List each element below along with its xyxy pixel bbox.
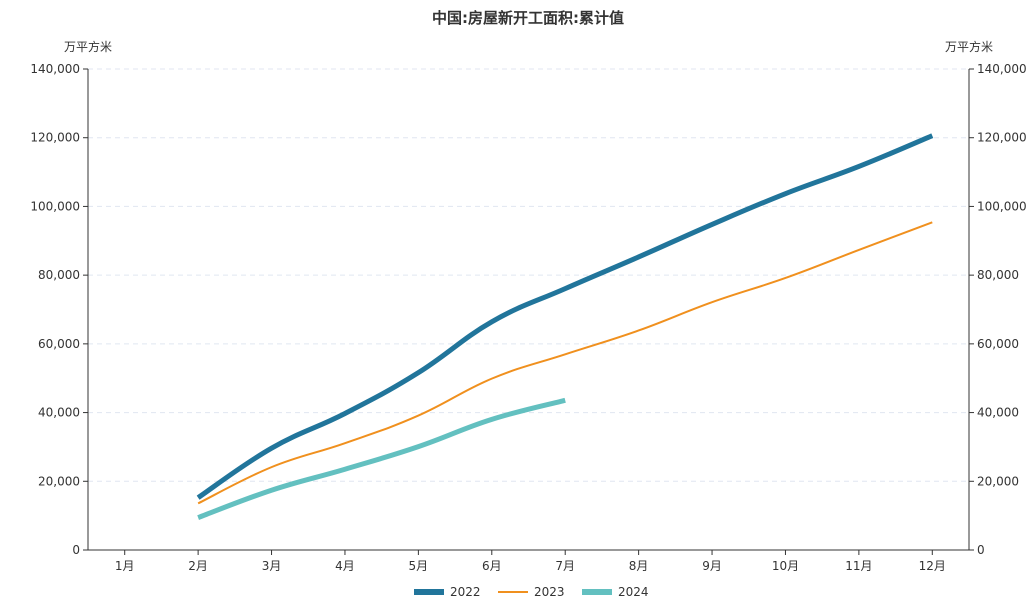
y-tick-label-left: 40,000 xyxy=(38,406,80,420)
legend-swatch xyxy=(582,589,612,595)
x-tick-label: 8月 xyxy=(629,559,649,573)
x-tick-label: 9月 xyxy=(702,559,722,573)
x-tick-label: 3月 xyxy=(262,559,282,573)
legend[interactable]: 2022 2023 2024 xyxy=(414,585,649,599)
y-tick-label-right: 20,000 xyxy=(977,474,1019,488)
y-tick-label-left: 100,000 xyxy=(30,199,80,213)
axes: 0 0 20,000 20,000 40,000 40,000 60,000 60,000 80… xyxy=(30,62,1026,573)
x-tick-label: 10月 xyxy=(772,559,799,573)
series-line-2022 xyxy=(196,133,934,500)
y-tick-label-left: 60,000 xyxy=(38,337,80,351)
series-line-2024 xyxy=(197,397,566,520)
grid-lines xyxy=(88,68,969,482)
y-tick-label-left: 120,000 xyxy=(30,131,80,145)
x-tick-label: 7月 xyxy=(555,559,575,573)
legend-label: 2023 xyxy=(534,585,565,599)
y-tick-label-left: 140,000 xyxy=(30,62,80,76)
legend-label: 2024 xyxy=(618,585,649,599)
y-tick-label-right: 0 xyxy=(977,543,985,557)
chart-title: 中国:房屋新开工面积:累计值 xyxy=(432,9,624,27)
x-tick-label: 5月 xyxy=(409,559,429,573)
y-tick-label-left: 0 xyxy=(72,543,80,557)
series-line-2023 xyxy=(197,221,933,505)
legend-swatch xyxy=(498,591,528,593)
y-tick-label-left: 80,000 xyxy=(38,268,80,282)
x-tick-label: 1月 xyxy=(115,559,135,573)
y-tick-label-left: 20,000 xyxy=(38,474,80,488)
legend-item-2024[interactable]: 2024 xyxy=(582,585,649,599)
legend-item-2023[interactable]: 2023 xyxy=(498,585,565,599)
y-tick-label-right: 40,000 xyxy=(977,406,1019,420)
series-layer xyxy=(196,133,934,520)
legend-swatch xyxy=(414,589,444,595)
right-axis-unit: 万平方米 xyxy=(945,39,993,54)
x-tick-label: 4月 xyxy=(335,559,355,573)
y-tick-label-right: 60,000 xyxy=(977,337,1019,351)
legend-item-2022[interactable]: 2022 xyxy=(414,585,481,599)
x-tick-label: 2月 xyxy=(188,559,208,573)
y-tick-label-right: 120,000 xyxy=(977,131,1027,145)
y-tick-label-right: 100,000 xyxy=(977,199,1027,213)
x-tick-label: 6月 xyxy=(482,559,502,573)
y-tick-label-right: 140,000 xyxy=(977,62,1027,76)
left-axis-unit: 万平方米 xyxy=(64,39,112,54)
legend-label: 2022 xyxy=(450,585,481,599)
x-tick-label: 12月 xyxy=(919,559,946,573)
y-tick-label-right: 80,000 xyxy=(977,268,1019,282)
x-tick-label: 11月 xyxy=(845,559,872,573)
